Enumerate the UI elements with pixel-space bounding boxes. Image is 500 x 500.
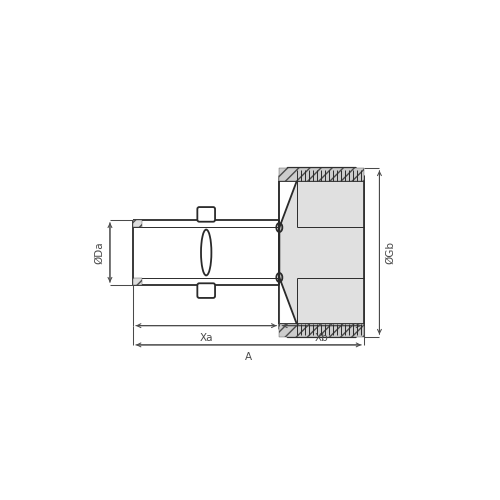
FancyBboxPatch shape [198,284,215,298]
Text: ØGb: ØGb [385,241,395,264]
Polygon shape [280,168,364,337]
Text: A: A [245,352,252,362]
Text: ØDa: ØDa [94,241,104,264]
Text: Xa: Xa [200,332,213,342]
FancyBboxPatch shape [198,207,215,222]
Text: Xb: Xb [315,332,328,342]
Polygon shape [280,182,296,324]
